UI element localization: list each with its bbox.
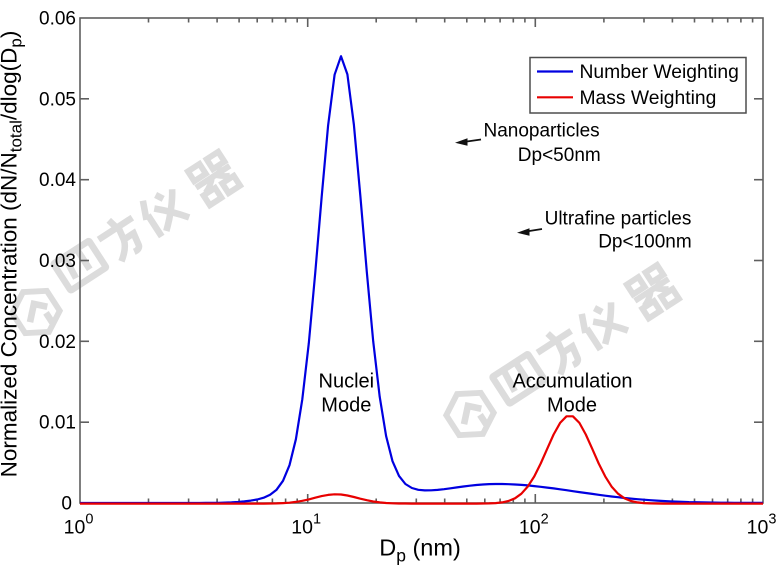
svg-text:Normalized Concentration (dN/N: Normalized Concentration (dN/Ntotal/dlog… <box>0 31 26 478</box>
svg-text:Number Weighting: Number Weighting <box>580 62 739 83</box>
svg-text:Mass Weighting: Mass Weighting <box>580 88 717 109</box>
svg-text:Ultrafine particles: Ultrafine particles <box>545 209 692 230</box>
svg-text:Mode: Mode <box>547 395 597 417</box>
svg-text:0.04: 0.04 <box>39 170 76 191</box>
svg-text:0.03: 0.03 <box>39 251 76 272</box>
svg-text:Dp (nm): Dp (nm) <box>379 535 461 565</box>
svg-text:0.05: 0.05 <box>39 89 76 110</box>
svg-text:0: 0 <box>61 494 72 515</box>
svg-text:0.01: 0.01 <box>39 413 76 434</box>
svg-text:Nuclei: Nuclei <box>319 371 375 393</box>
svg-text:0.06: 0.06 <box>39 9 76 30</box>
svg-text:Dp<50nm: Dp<50nm <box>518 145 601 166</box>
svg-text:Nanoparticles: Nanoparticles <box>484 121 600 142</box>
svg-text:0.02: 0.02 <box>39 332 76 353</box>
svg-text:Mode: Mode <box>321 395 371 417</box>
svg-text:Accumulation: Accumulation <box>512 371 632 393</box>
svg-text:Dp<100nm: Dp<100nm <box>598 232 691 253</box>
svg-text:103: 103 <box>747 512 777 539</box>
